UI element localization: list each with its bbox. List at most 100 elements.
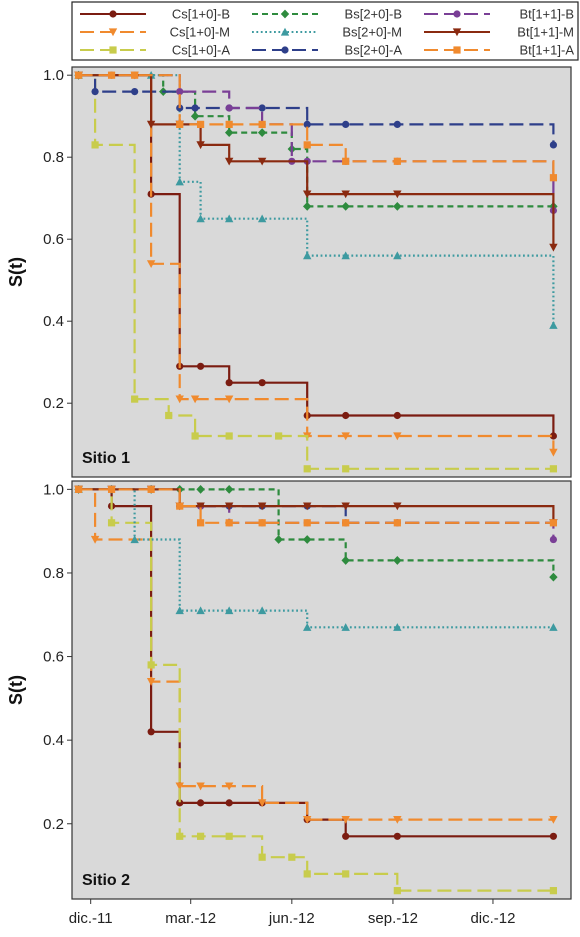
data-point	[224, 484, 234, 494]
data-point	[225, 379, 233, 387]
data-point	[258, 120, 266, 128]
series-cs-1-0-a	[74, 485, 558, 895]
legend-bt-1-1-m-label: Bt[1+1]-M	[517, 25, 574, 40]
data-point	[196, 832, 205, 840]
legend-bt-1-1-a-label: Bt[1+1]-A	[519, 43, 574, 58]
data-point	[341, 623, 350, 631]
data-point	[258, 104, 266, 112]
plot-panels: 1.0 0.8 0.6 0.4 0.2 S(t) Sitio 1 1.0 0.8 0.6 0.4 0.…	[6, 66, 572, 900]
data-point	[196, 120, 205, 128]
x-tick-label: dic.-12	[470, 910, 515, 927]
data-point	[91, 88, 99, 96]
data-point	[196, 214, 205, 223]
data-point	[257, 128, 267, 137]
data-point	[549, 519, 558, 527]
data-point	[130, 535, 139, 544]
data-point	[393, 432, 402, 441]
data-point	[549, 535, 558, 544]
data-point	[131, 71, 139, 79]
data-point	[393, 815, 402, 824]
panel-label: Sitio 1	[82, 450, 130, 467]
legend-bs-2-0-b-marker	[280, 9, 290, 19]
x-tick-label: dic.-11	[69, 910, 113, 927]
data-point	[176, 88, 184, 96]
data-point	[257, 214, 267, 223]
data-point	[393, 502, 402, 511]
data-point	[342, 411, 350, 420]
data-point	[225, 432, 233, 440]
data-point	[393, 519, 401, 527]
data-point	[549, 815, 558, 824]
x-tick-label: sep.-12	[368, 910, 418, 927]
data-point	[107, 485, 116, 493]
data-point	[549, 832, 558, 840]
data-point	[342, 157, 350, 165]
data-point	[342, 832, 350, 840]
data-point	[91, 141, 99, 149]
data-point	[393, 157, 401, 165]
series-bt-1-1-a	[74, 485, 558, 527]
data-point	[341, 202, 350, 211]
data-point	[303, 519, 311, 527]
series-bs-2-0-m	[74, 485, 558, 631]
data-point	[191, 432, 199, 440]
legend-cs-1-0-a-marker	[109, 46, 117, 54]
legend: Cs[1+0]-B Cs[1+0]-M Cs[1+0]-A Bs[2+0]-B Bs[2…	[71, 1, 579, 61]
panel-background	[71, 66, 572, 478]
data-point	[107, 71, 116, 79]
y-tick-label: 0.4	[43, 313, 64, 330]
series-line	[78, 488, 554, 821]
x-axis: dic.-11 mar.-12 jun.-12 sep.-12 dic.-12	[69, 899, 515, 927]
data-point	[549, 243, 558, 252]
panel-background	[71, 480, 572, 900]
legend-box	[71, 1, 579, 61]
x-tick-label: jun.-12	[268, 910, 315, 927]
data-point	[275, 432, 283, 440]
data-point	[303, 502, 312, 511]
data-point	[341, 556, 350, 565]
data-point	[303, 190, 312, 199]
data-point	[393, 120, 401, 128]
data-point	[549, 321, 558, 329]
legend-bt-1-1-m-marker	[452, 28, 462, 37]
data-point	[147, 728, 155, 736]
data-point	[146, 120, 156, 129]
legend-cs-1-0-b-marker	[109, 10, 117, 18]
data-point	[224, 128, 234, 137]
data-point	[196, 799, 205, 807]
data-point	[549, 141, 558, 149]
data-point	[303, 141, 311, 149]
data-point	[341, 251, 350, 260]
series-line	[78, 74, 554, 470]
data-point	[74, 71, 83, 79]
data-point	[196, 502, 205, 511]
legend-bt-1-1-b-label: Bt[1+1]-B	[519, 7, 574, 22]
data-point	[303, 202, 312, 211]
data-point	[225, 120, 233, 128]
x-tick-label: mar.-12	[165, 910, 216, 927]
panel-sitio-2: 1.0 0.8 0.6 0.4 0.2 S(t) Sitio 2	[6, 480, 572, 900]
data-point	[146, 260, 156, 268]
data-point	[107, 519, 116, 527]
data-point	[90, 535, 100, 544]
data-point	[393, 202, 402, 211]
data-point	[225, 799, 233, 807]
legend-cs-1-0-m-label: Cs[1+0]-M	[170, 25, 230, 40]
panel-sitio-1: 1.0 0.8 0.6 0.4 0.2 S(t) Sitio 1	[6, 66, 572, 478]
y-tick-label: 0.8	[43, 149, 64, 166]
data-point	[549, 432, 558, 440]
y-tick-label: 0.4	[43, 732, 64, 749]
y-tick-label: 0.2	[43, 816, 64, 833]
y-tick-label: 0.2	[43, 395, 64, 412]
data-point	[303, 815, 312, 824]
data-point	[288, 853, 296, 861]
data-point	[175, 782, 184, 791]
data-point	[176, 832, 184, 840]
data-point	[303, 535, 312, 544]
data-point	[303, 251, 312, 260]
data-point	[341, 502, 350, 511]
data-point	[196, 141, 205, 150]
data-point	[393, 832, 401, 840]
data-point	[196, 782, 205, 791]
